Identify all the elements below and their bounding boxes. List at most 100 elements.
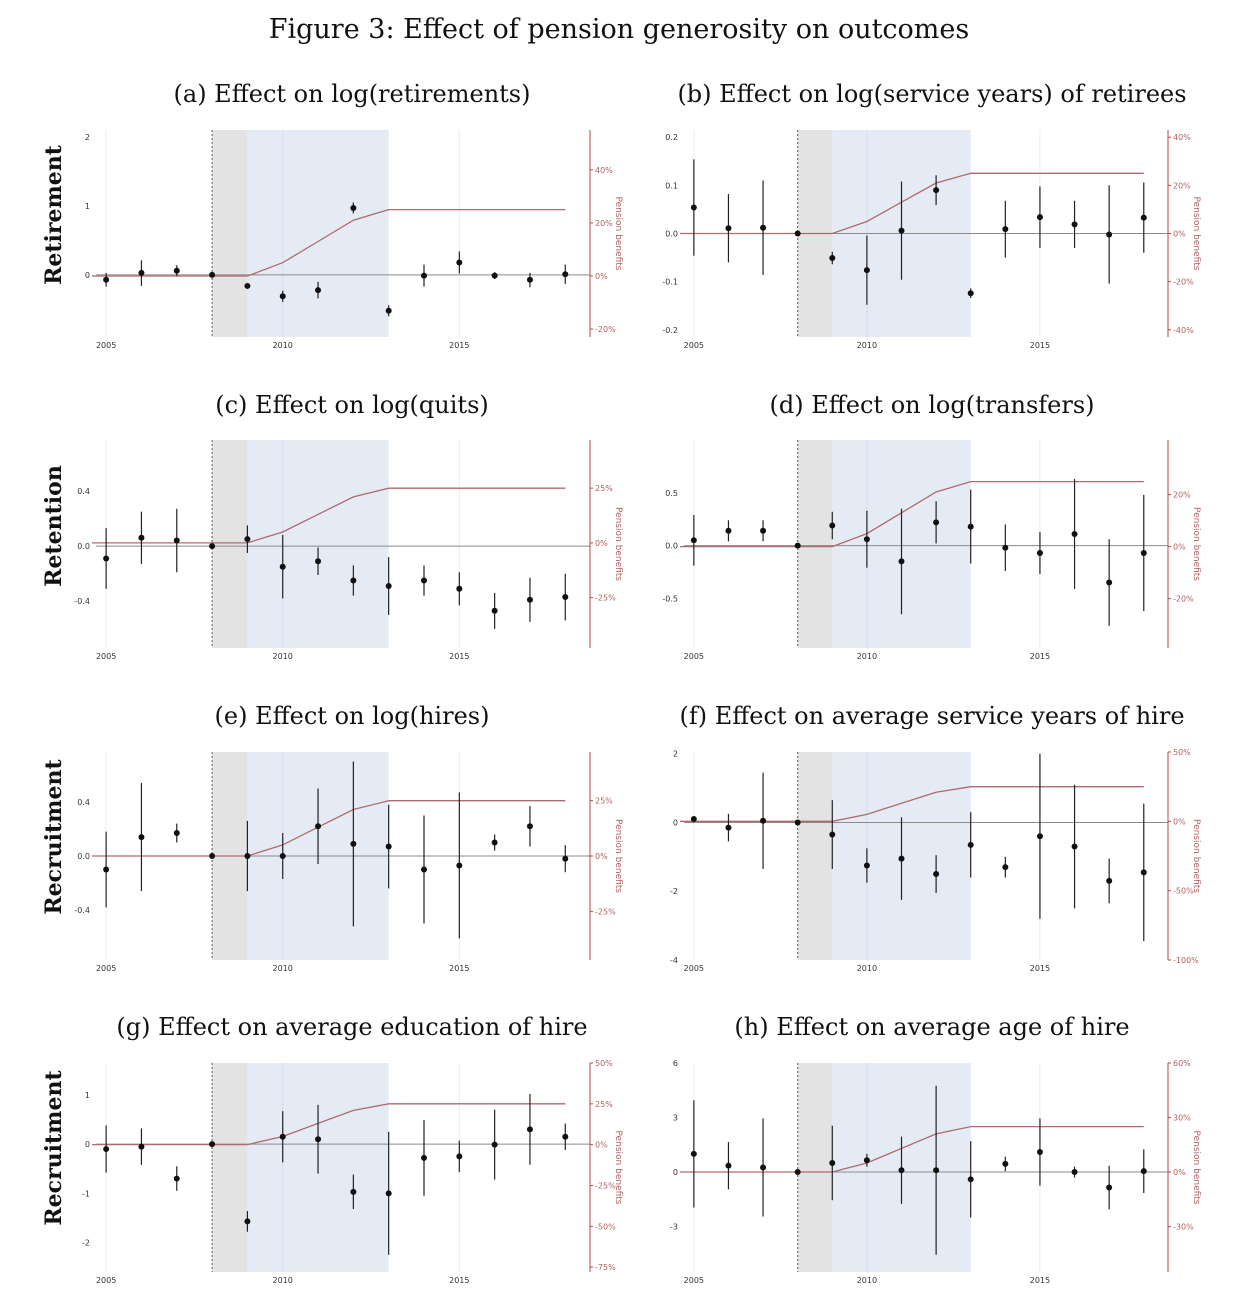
right-tick-label: -25% <box>595 1181 616 1190</box>
pre-period-shade <box>212 1063 248 1272</box>
data-point <box>933 519 940 526</box>
data-point <box>421 866 427 873</box>
data-point <box>173 537 180 544</box>
y-tick-label: 0.4 <box>77 798 90 807</box>
x-tick-label: 2015 <box>1030 341 1050 350</box>
data-point <box>829 831 836 838</box>
data-point <box>794 1169 801 1176</box>
right-tick-label: 20% <box>595 219 613 228</box>
right-tick-label: 20% <box>1173 181 1191 190</box>
x-tick-label: 2010 <box>273 1276 293 1285</box>
data-point <box>1140 214 1147 221</box>
right-axis-label: Pension benefits <box>613 507 623 581</box>
data-point <box>725 1162 732 1169</box>
data-point <box>138 1143 145 1150</box>
data-point <box>863 862 870 869</box>
row-label-2: Retention <box>41 465 67 587</box>
data-point <box>1106 231 1113 238</box>
x-tick-label: 2005 <box>96 1276 116 1285</box>
data-point <box>421 577 427 584</box>
data-point <box>315 1136 322 1143</box>
right-tick-label: 0% <box>1173 230 1186 239</box>
data-point <box>863 536 870 543</box>
right-axis-label: Pension benefits <box>613 819 623 893</box>
data-point <box>103 555 110 562</box>
pre-period-shade <box>797 1063 833 1272</box>
y-tick-label: 0.0 <box>77 542 90 551</box>
data-point <box>491 1141 498 1148</box>
data-point <box>725 824 732 831</box>
y-tick-label: 0.0 <box>77 852 90 861</box>
right-tick-label: 50% <box>1173 748 1191 757</box>
data-point <box>690 1150 697 1157</box>
panel-title: (h) Effect on average age of hire <box>734 1013 1129 1041</box>
right-axis-label: Pension benefits <box>1191 819 1201 893</box>
right-tick-label: 25% <box>595 797 613 806</box>
right-axis-label: Pension benefits <box>613 1131 623 1205</box>
data-point <box>794 542 801 549</box>
x-tick-label: 2015 <box>449 341 469 350</box>
data-point <box>1036 549 1043 556</box>
pre-period-shade <box>212 440 248 648</box>
data-point <box>760 1164 767 1171</box>
data-point <box>1071 221 1078 228</box>
data-point <box>173 267 180 274</box>
data-point <box>421 272 427 279</box>
data-point <box>967 523 974 530</box>
data-point <box>315 823 322 830</box>
data-point <box>279 563 286 570</box>
data-point <box>863 1157 870 1164</box>
data-point <box>1140 549 1147 556</box>
y-tick-label: 0.0 <box>665 230 678 239</box>
x-tick-label: 2015 <box>1030 1276 1050 1285</box>
y-tick-label: 0.2 <box>665 133 678 142</box>
x-tick-label: 2015 <box>449 1276 469 1285</box>
data-point <box>385 1190 392 1197</box>
data-point <box>173 1175 180 1182</box>
pension-benefits-line <box>92 208 566 277</box>
data-point <box>933 187 940 194</box>
data-point <box>103 276 110 283</box>
data-point <box>456 585 463 592</box>
y-tick-label: 0 <box>673 1168 678 1177</box>
right-axis-label: Pension benefits <box>1191 507 1201 581</box>
y-tick-label: -2 <box>82 1238 90 1247</box>
data-point <box>562 271 569 278</box>
data-point <box>1002 544 1009 551</box>
figure-title: Figure 3: Effect of pension generosity o… <box>268 14 970 45</box>
right-tick-label: -50% <box>1173 887 1194 896</box>
data-point <box>794 230 801 237</box>
right-tick-label: -100% <box>1173 956 1199 965</box>
pre-period-shade <box>797 752 833 960</box>
right-tick-label: -25% <box>595 594 616 603</box>
y-tick-label: 0.0 <box>665 542 678 551</box>
data-point <box>1002 1160 1009 1167</box>
x-tick-label: 2005 <box>684 652 704 661</box>
right-tick-label: -75% <box>595 1263 616 1272</box>
right-tick-label: 50% <box>595 1059 613 1068</box>
data-point <box>244 1218 251 1225</box>
data-point <box>456 1153 463 1160</box>
panel-e: (e) Effect on log(hires) 25% 0% -25% Pension… <box>74 702 623 973</box>
right-tick-label: 0% <box>595 539 608 548</box>
right-tick-label: -30% <box>1173 1223 1194 1232</box>
panel-b: (b) Effect on log(service years) of reti… <box>662 80 1201 350</box>
data-point <box>209 853 216 859</box>
right-tick-label: 25% <box>595 1100 613 1109</box>
x-tick-label: 2005 <box>96 964 116 973</box>
panel-title: (e) Effect on log(hires) <box>215 702 490 730</box>
y-tick-label: -4 <box>670 956 678 965</box>
panel-a: (a) Effect on log(retirements) 40% 20% 0% -2… <box>85 80 623 350</box>
right-tick-label: 60% <box>1173 1059 1191 1068</box>
reform-period-shade <box>247 440 389 648</box>
data-point <box>1002 226 1009 233</box>
x-tick-label: 2005 <box>684 1276 704 1285</box>
data-point <box>863 267 870 274</box>
data-point <box>1071 530 1078 537</box>
data-point <box>690 816 697 823</box>
data-point <box>138 534 145 541</box>
data-point <box>829 1159 836 1166</box>
data-point <box>1106 579 1113 586</box>
right-axis-label: Pension benefits <box>613 197 623 271</box>
data-point <box>350 1188 357 1195</box>
